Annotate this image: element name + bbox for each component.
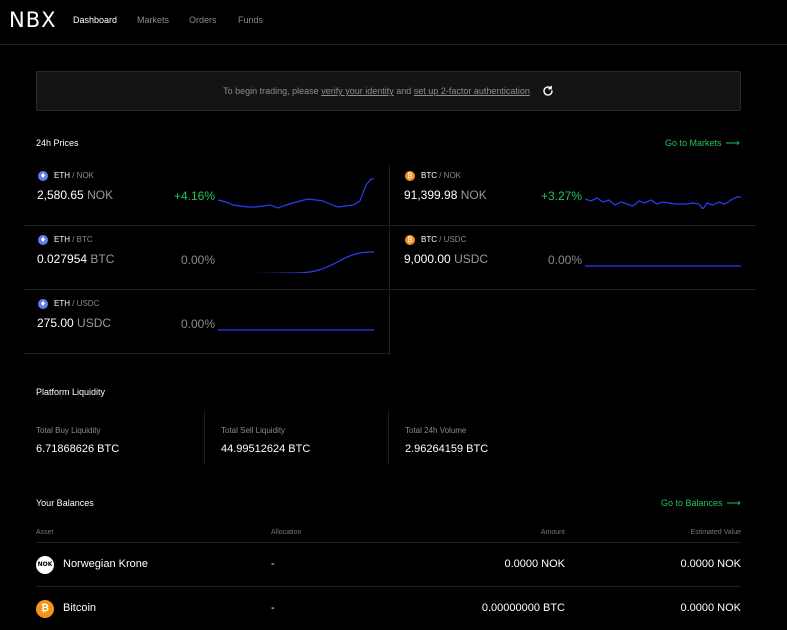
sparkline-chart [218,329,374,331]
nbx-logo[interactable]: NBX [9,8,57,32]
estimated-value: 0.0000 NOK [680,558,741,570]
setup-2fa-link[interactable]: set up 2-factor authentication [413,86,530,96]
col-amount: Amount [540,529,565,536]
ethereum-icon: ♦ [38,171,48,181]
bitcoin-icon: ₿ [405,235,415,245]
asset-name: Norwegian Krone [63,558,148,570]
price-card-eth-usdc[interactable]: ♦ ETH / USDC 275.00 USDC 0.00% [23,291,389,354]
price-value: 2,580.65 NOK [37,188,114,202]
ethereum-icon: ♦ [38,299,48,309]
allocation-value: - [271,602,275,614]
total-sell-liquidity-value: 44.99512624 BTC [221,443,311,455]
price-value: 275.00 USDC [37,316,112,330]
bitcoin-icon: ₿ [36,600,54,618]
liquidity-divider [204,411,205,464]
pair-label: ETH / NOK [54,171,95,180]
price-grid-divider [389,165,390,355]
balance-row-btc[interactable]: ₿ Bitcoin - 0.00000000 BTC 0.0000 NOK [36,586,741,630]
bitcoin-icon: ₿ [405,171,415,181]
prices-section-title: 24h Prices [36,138,79,148]
go-to-markets-label: Go to Markets [665,138,722,148]
arrow-right-icon: ⟶ [725,138,740,149]
amount-value: 0.0000 NOK [504,558,565,570]
allocation-value: - [271,558,275,570]
liquidity-section-title: Platform Liquidity [36,387,106,397]
price-card-btc-nok[interactable]: ₿ BTC / NOK 91,399.98 NOK +3.27% [390,163,756,226]
price-change: +4.16% [173,189,215,203]
pair-label: ETH / USDC [54,299,100,308]
liquidity-divider [388,411,389,464]
pair-label: BTC / USDC [421,235,467,244]
sparkline-chart [585,265,741,267]
banner-text-before: To begin trading, please [223,86,319,96]
col-asset: Asset [36,529,54,536]
nav-funds[interactable]: Funds [238,15,264,25]
price-value: 9,000.00 USDC [404,252,489,266]
price-change: 0.00% [180,317,215,331]
nav-orders[interactable]: Orders [189,15,217,25]
nav-dashboard[interactable]: Dashboard [73,15,118,25]
nav-markets[interactable]: Markets [137,15,170,25]
price-change: +3.27% [540,189,582,203]
verification-banner: To begin trading, please verify your ide… [36,71,741,111]
balances-section-title: Your Balances [36,498,94,508]
price-value: 0.027954 BTC [37,252,115,266]
ethereum-icon: ♦ [38,235,48,245]
total-buy-liquidity-value: 6.71868626 BTC [36,443,120,455]
top-nav: NBX Dashboard Markets Orders Funds [0,0,787,45]
sparkline-chart [249,251,374,273]
total-24h-volume-value: 2.96264159 BTC [405,443,489,455]
nok-icon: NOK [36,556,54,574]
col-allocation: Allocation [271,529,302,536]
estimated-value: 0.0000 NOK [680,602,741,614]
price-change: 0.00% [180,253,215,267]
balance-row-nok[interactable]: NOK Norwegian Krone - 0.0000 NOK 0.0000 … [36,542,741,586]
price-value: 91,399.98 NOK [404,188,487,202]
arrow-right-icon: ⟶ [726,498,741,509]
sparkline-chart [585,196,741,209]
go-to-balances-link[interactable]: Go to Balances ⟶ [661,498,741,509]
asset-name: Bitcoin [63,602,97,614]
total-24h-volume-label: Total 24h Volume [405,426,467,435]
price-card-btc-usdc[interactable]: ₿ BTC / USDC 9,000.00 USDC 0.00% [390,227,756,290]
pair-label: BTC / NOK [421,171,462,180]
pair-label: ETH / BTC [54,235,93,244]
col-estimated-value: Estimated Value [690,529,741,536]
banner-text-mid: and [396,86,412,96]
go-to-balances-label: Go to Balances [661,498,723,508]
amount-value: 0.00000000 BTC [481,602,565,614]
price-change: 0.00% [547,253,582,267]
sparkline-chart [218,178,374,209]
total-sell-liquidity-label: Total Sell Liquidity [221,426,286,435]
go-to-markets-link[interactable]: Go to Markets ⟶ [665,138,740,149]
price-card-eth-btc[interactable]: ♦ ETH / BTC 0.027954 BTC 0.00% [23,227,389,290]
total-buy-liquidity-label: Total Buy Liquidity [36,426,101,435]
price-card-eth-nok[interactable]: ♦ ETH / NOK 2,580.65 NOK +4.16% [23,163,389,226]
refresh-icon[interactable] [542,85,554,97]
verify-identity-link[interactable]: verify your identity [321,86,394,96]
